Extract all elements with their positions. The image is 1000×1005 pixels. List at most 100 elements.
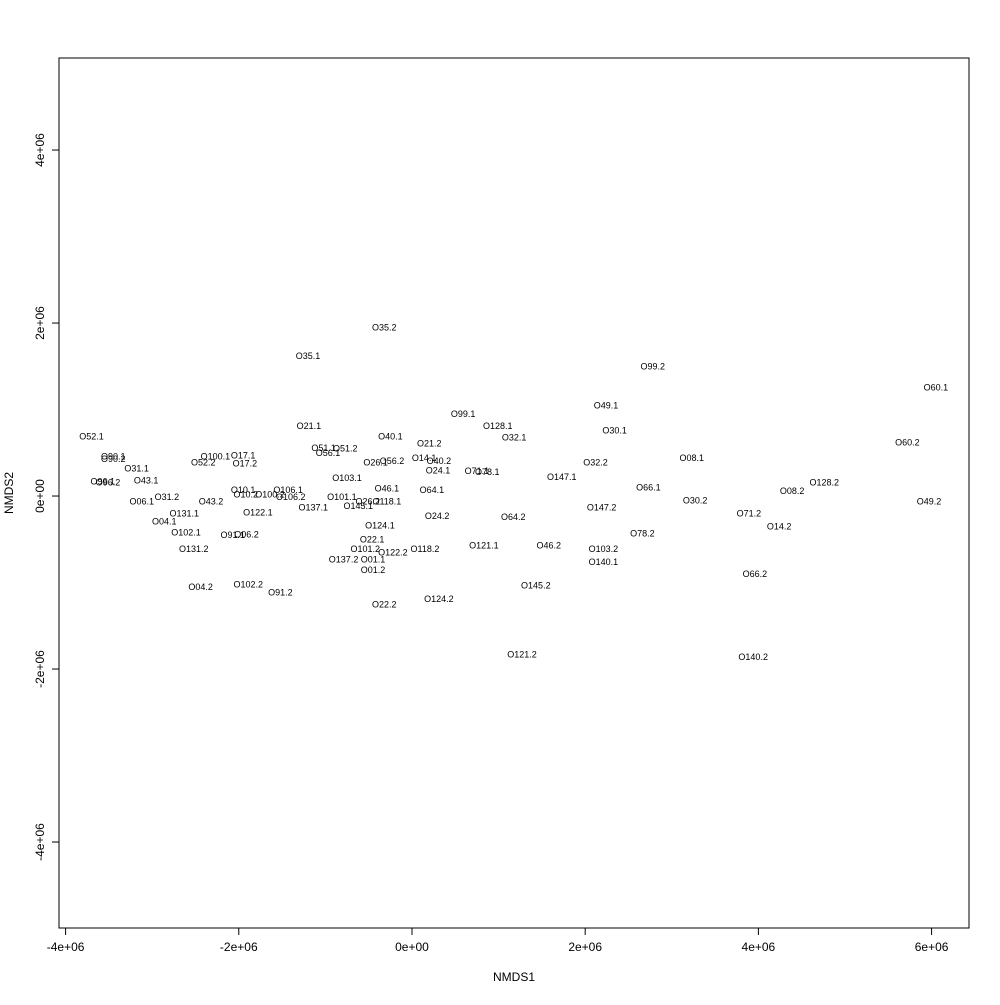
point-label: O145.1	[344, 501, 374, 511]
point-label: O64.2	[501, 512, 526, 522]
y-tick-label: 4e+06	[33, 133, 47, 167]
point-label: O121.2	[507, 650, 537, 660]
point-label: O103.2	[589, 544, 619, 554]
point-label: O60.2	[895, 438, 920, 448]
point-label: O96.2	[96, 477, 121, 487]
point-label: O04.2	[188, 582, 213, 592]
point-label: O66.1	[636, 483, 661, 493]
point-label: O51.2	[333, 444, 358, 454]
point-label: O102.2	[234, 579, 264, 589]
point-label: O101.1	[327, 492, 357, 502]
point-label: O66.2	[743, 569, 768, 579]
point-label: O35.1	[296, 351, 321, 361]
point-label: O26.2	[356, 496, 381, 506]
point-label: O17.2	[233, 458, 258, 468]
point-label: O118.1	[372, 496, 401, 506]
point-label: O71.1	[465, 466, 490, 476]
point-label: O145.2	[521, 580, 551, 590]
point-label: O52.2	[191, 458, 216, 468]
point-label: O14.1	[412, 453, 437, 463]
point-label: O40.2	[427, 456, 452, 466]
point-label: O118.2	[411, 544, 440, 554]
point-label: O103.1	[332, 473, 362, 483]
x-tick-label: -4e+06	[47, 940, 85, 954]
point-label: O91.2	[268, 587, 293, 597]
point-label: O131.2	[179, 544, 209, 554]
point-label: O46.1	[375, 483, 400, 493]
point-label: O43.1	[134, 476, 159, 486]
point-label: O43.2	[199, 496, 224, 506]
point-label: O101.2	[350, 544, 380, 554]
point-label: O100.1	[201, 451, 231, 461]
point-label: O04.1	[152, 516, 177, 526]
point-label: O128.2	[809, 477, 839, 487]
point-label: O52.1	[79, 432, 104, 442]
point-label: O56.1	[316, 448, 341, 458]
point-label: O147.1	[547, 472, 577, 482]
point-label: O08.2	[780, 486, 805, 496]
point-label: O01.1	[361, 554, 386, 564]
point-label: O100.2	[255, 490, 285, 500]
point-label: O21.1	[297, 421, 322, 431]
y-tick-label: -2e+06	[33, 650, 47, 688]
point-label: O71.2	[737, 509, 762, 519]
x-tick-label: 4e+06	[742, 940, 776, 954]
x-axis-label: NMDS1	[493, 970, 535, 984]
point-label: O128.1	[483, 421, 513, 431]
point-label: O56.2	[380, 456, 405, 466]
point-label: O121.1	[469, 541, 499, 551]
point-label: O124.1	[365, 521, 395, 531]
point-label: O08.1	[679, 453, 704, 463]
point-label: O06.2	[234, 529, 259, 539]
point-label: O22.1	[360, 535, 385, 545]
point-label: O137.1	[298, 503, 328, 513]
point-label: O24.1	[426, 465, 451, 475]
x-tick-label: 6e+06	[915, 940, 949, 954]
point-label: O64.1	[420, 485, 445, 495]
point-label: O147.2	[587, 503, 617, 513]
point-label: O21.2	[417, 439, 442, 449]
point-label: O17.1	[231, 451, 256, 461]
point-label: O124.2	[424, 594, 454, 604]
point-label: O140.1	[589, 557, 619, 567]
point-label: O106.1	[273, 485, 303, 495]
point-label: O140.2	[738, 652, 768, 662]
y-axis-label: NMDS2	[2, 472, 16, 514]
x-tick-label: 2e+06	[568, 940, 602, 954]
point-label: O01.2	[361, 565, 386, 575]
point-label: O22.2	[372, 599, 397, 609]
point-label: O32.1	[502, 432, 527, 442]
point-label: O96.1	[91, 477, 116, 487]
point-label: O122.1	[243, 508, 273, 518]
y-tick-label: 2e+06	[33, 306, 47, 340]
point-label: O30.2	[683, 496, 708, 506]
point-label: O30.1	[602, 426, 627, 436]
point-label: O46.2	[537, 541, 562, 551]
point-label: O14.2	[767, 522, 792, 532]
point-label: O10.1	[231, 485, 256, 495]
point-label: O10.2	[233, 490, 258, 500]
point-label: O31.1	[124, 464, 149, 474]
point-label: O51.1	[311, 443, 336, 453]
x-tick-label: -2e+06	[220, 940, 258, 954]
point-label: O31.2	[155, 492, 180, 502]
y-tick-label: -4e+06	[33, 823, 47, 861]
point-label: O90.2	[101, 454, 126, 464]
point-label: O99.1	[451, 409, 476, 419]
plot-frame	[58, 57, 970, 929]
point-label: O06.1	[130, 496, 155, 506]
point-label: O32.2	[583, 458, 608, 468]
point-label: O122.2	[378, 547, 408, 557]
point-label: O90.1	[101, 451, 126, 461]
point-label: O99.2	[640, 362, 665, 372]
x-tick-label: 0e+00	[395, 940, 429, 954]
point-label: O106.2	[276, 492, 306, 502]
y-tick-label: 0e+00	[33, 479, 47, 513]
point-label: O137.2	[329, 554, 359, 564]
point-label: O60.1	[924, 382, 949, 392]
point-label: O49.2	[917, 496, 942, 506]
point-label: O40.1	[378, 432, 403, 442]
point-label: O78.1	[475, 467, 500, 477]
point-label: O78.2	[630, 528, 655, 538]
